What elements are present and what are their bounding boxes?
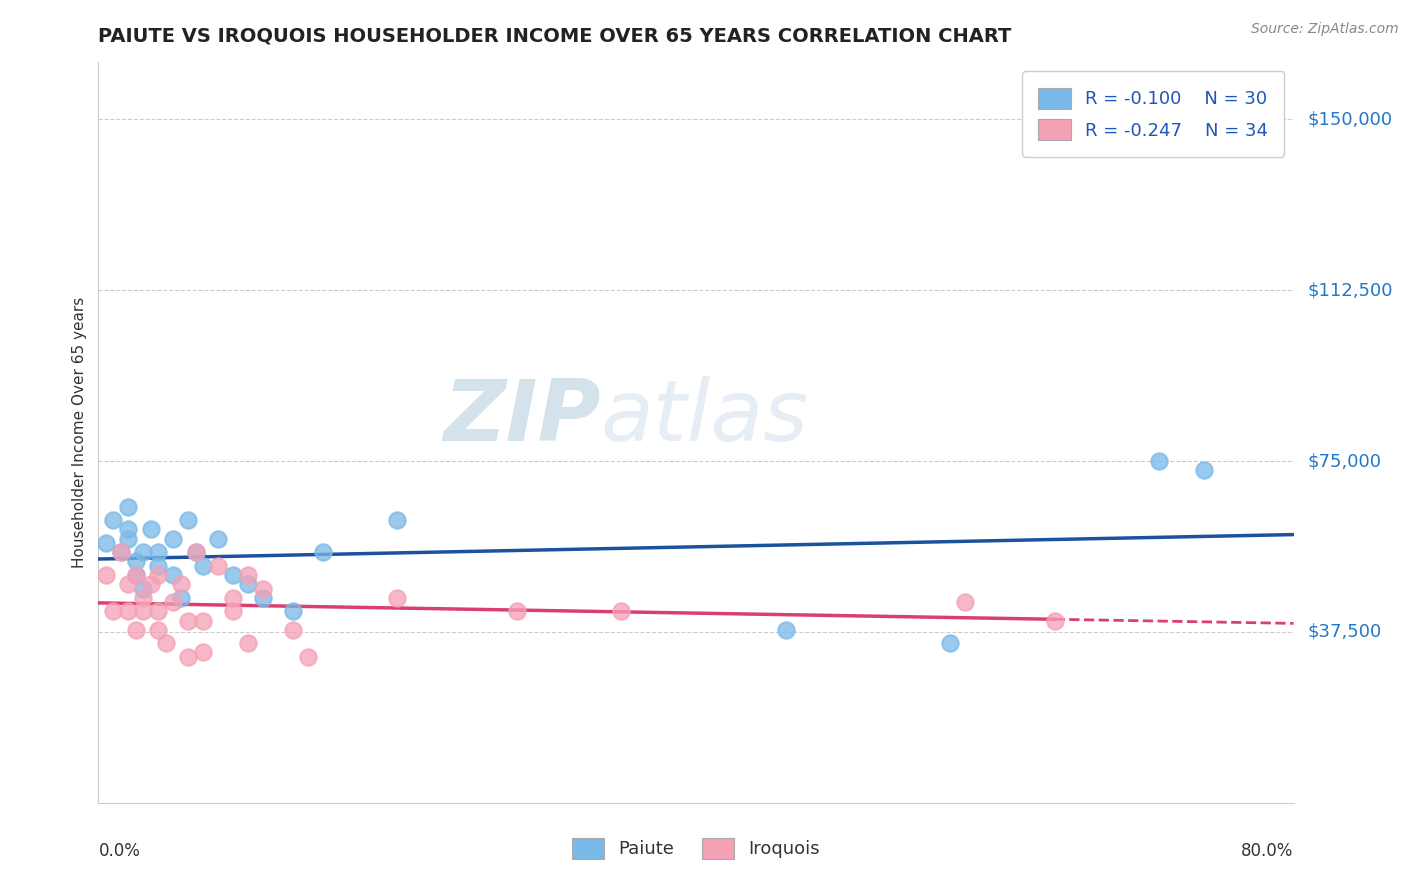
Text: $112,500: $112,500 bbox=[1308, 281, 1393, 299]
Point bbox=[177, 650, 200, 665]
Point bbox=[610, 604, 633, 618]
Point bbox=[155, 636, 177, 650]
Point bbox=[94, 536, 117, 550]
Point bbox=[191, 645, 214, 659]
Point bbox=[169, 591, 191, 605]
Point bbox=[184, 545, 207, 559]
Point bbox=[132, 545, 155, 559]
Point bbox=[222, 604, 245, 618]
Point bbox=[117, 523, 139, 537]
Point bbox=[139, 577, 162, 591]
Point bbox=[148, 604, 170, 618]
Point bbox=[148, 623, 170, 637]
Legend: Paiute, Iroquois: Paiute, Iroquois bbox=[562, 829, 830, 868]
Point bbox=[236, 636, 259, 650]
Point bbox=[103, 604, 125, 618]
Point bbox=[775, 623, 797, 637]
Point bbox=[125, 568, 148, 582]
Text: Source: ZipAtlas.com: Source: ZipAtlas.com bbox=[1251, 22, 1399, 37]
Point bbox=[94, 568, 117, 582]
Point bbox=[222, 568, 245, 582]
Point bbox=[207, 558, 229, 573]
Point bbox=[148, 568, 170, 582]
Point bbox=[191, 558, 214, 573]
Point bbox=[385, 591, 409, 605]
Text: 80.0%: 80.0% bbox=[1241, 842, 1294, 860]
Point bbox=[162, 568, 184, 582]
Point bbox=[132, 582, 155, 596]
Point bbox=[506, 604, 529, 618]
Text: 0.0%: 0.0% bbox=[98, 842, 141, 860]
Point bbox=[117, 532, 139, 546]
Point bbox=[110, 545, 132, 559]
Point bbox=[110, 545, 132, 559]
Point bbox=[236, 577, 259, 591]
Point bbox=[252, 591, 274, 605]
Text: $75,000: $75,000 bbox=[1308, 452, 1382, 470]
Point bbox=[222, 591, 245, 605]
Point bbox=[132, 591, 155, 605]
Text: $37,500: $37,500 bbox=[1308, 623, 1382, 641]
Point bbox=[281, 623, 304, 637]
Text: $150,000: $150,000 bbox=[1308, 111, 1392, 128]
Point bbox=[148, 545, 170, 559]
Point bbox=[385, 513, 409, 527]
Point bbox=[939, 636, 962, 650]
Text: ZIP: ZIP bbox=[443, 376, 600, 459]
Point bbox=[117, 577, 139, 591]
Point bbox=[148, 558, 170, 573]
Point bbox=[1043, 614, 1066, 628]
Point bbox=[125, 623, 148, 637]
Point bbox=[177, 614, 200, 628]
Y-axis label: Householder Income Over 65 years: Householder Income Over 65 years bbox=[72, 297, 87, 568]
Point bbox=[169, 577, 191, 591]
Point bbox=[125, 568, 148, 582]
Point bbox=[162, 595, 184, 609]
Point bbox=[236, 568, 259, 582]
Point bbox=[207, 532, 229, 546]
Point bbox=[125, 554, 148, 568]
Point bbox=[953, 595, 976, 609]
Point bbox=[132, 604, 155, 618]
Point bbox=[177, 513, 200, 527]
Point bbox=[297, 650, 319, 665]
Point bbox=[162, 532, 184, 546]
Point bbox=[139, 523, 162, 537]
Point bbox=[191, 614, 214, 628]
Text: atlas: atlas bbox=[600, 376, 808, 459]
Point bbox=[1192, 463, 1215, 477]
Point bbox=[311, 545, 333, 559]
Point bbox=[1147, 454, 1170, 468]
Point bbox=[252, 582, 274, 596]
Point bbox=[184, 545, 207, 559]
Point bbox=[103, 513, 125, 527]
Text: PAIUTE VS IROQUOIS HOUSEHOLDER INCOME OVER 65 YEARS CORRELATION CHART: PAIUTE VS IROQUOIS HOUSEHOLDER INCOME OV… bbox=[98, 27, 1012, 45]
Point bbox=[281, 604, 304, 618]
Point bbox=[117, 604, 139, 618]
Point bbox=[117, 500, 139, 514]
